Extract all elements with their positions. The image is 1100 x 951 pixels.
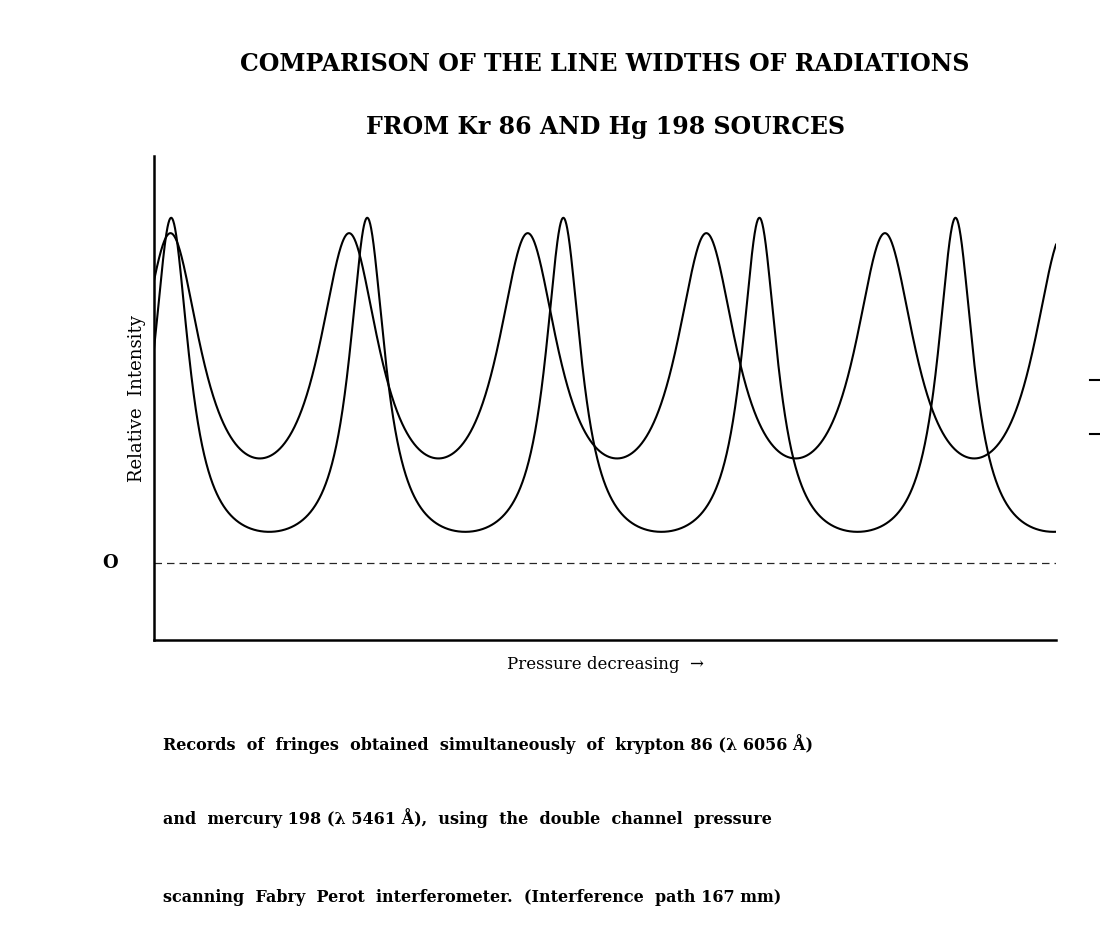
Text: Records  of  fringes  obtained  simultaneously  of  krypton 86 (λ 6056 Å): Records of fringes obtained simultaneous…	[163, 734, 813, 754]
Text: COMPARISON OF THE LINE WIDTHS OF RADIATIONS: COMPARISON OF THE LINE WIDTHS OF RADIATI…	[240, 51, 970, 75]
Text: O: O	[102, 554, 118, 573]
Y-axis label: Relative  Intensity: Relative Intensity	[129, 315, 146, 482]
Text: Pressure decreasing  →: Pressure decreasing →	[507, 656, 703, 673]
Text: FROM Kr 86 AND Hg 198 SOURCES: FROM Kr 86 AND Hg 198 SOURCES	[365, 115, 845, 140]
Text: scanning  Fabry  Perot  interferometer.  (Interference  path 167 mm): scanning Fabry Perot interferometer. (In…	[163, 888, 781, 905]
Text: and  mercury 198 (λ 5461 Å),  using  the  double  channel  pressure: and mercury 198 (λ 5461 Å), using the do…	[163, 808, 772, 828]
Legend: Hg 198, Kr 86: Hg 198, Kr 86	[1084, 364, 1100, 451]
